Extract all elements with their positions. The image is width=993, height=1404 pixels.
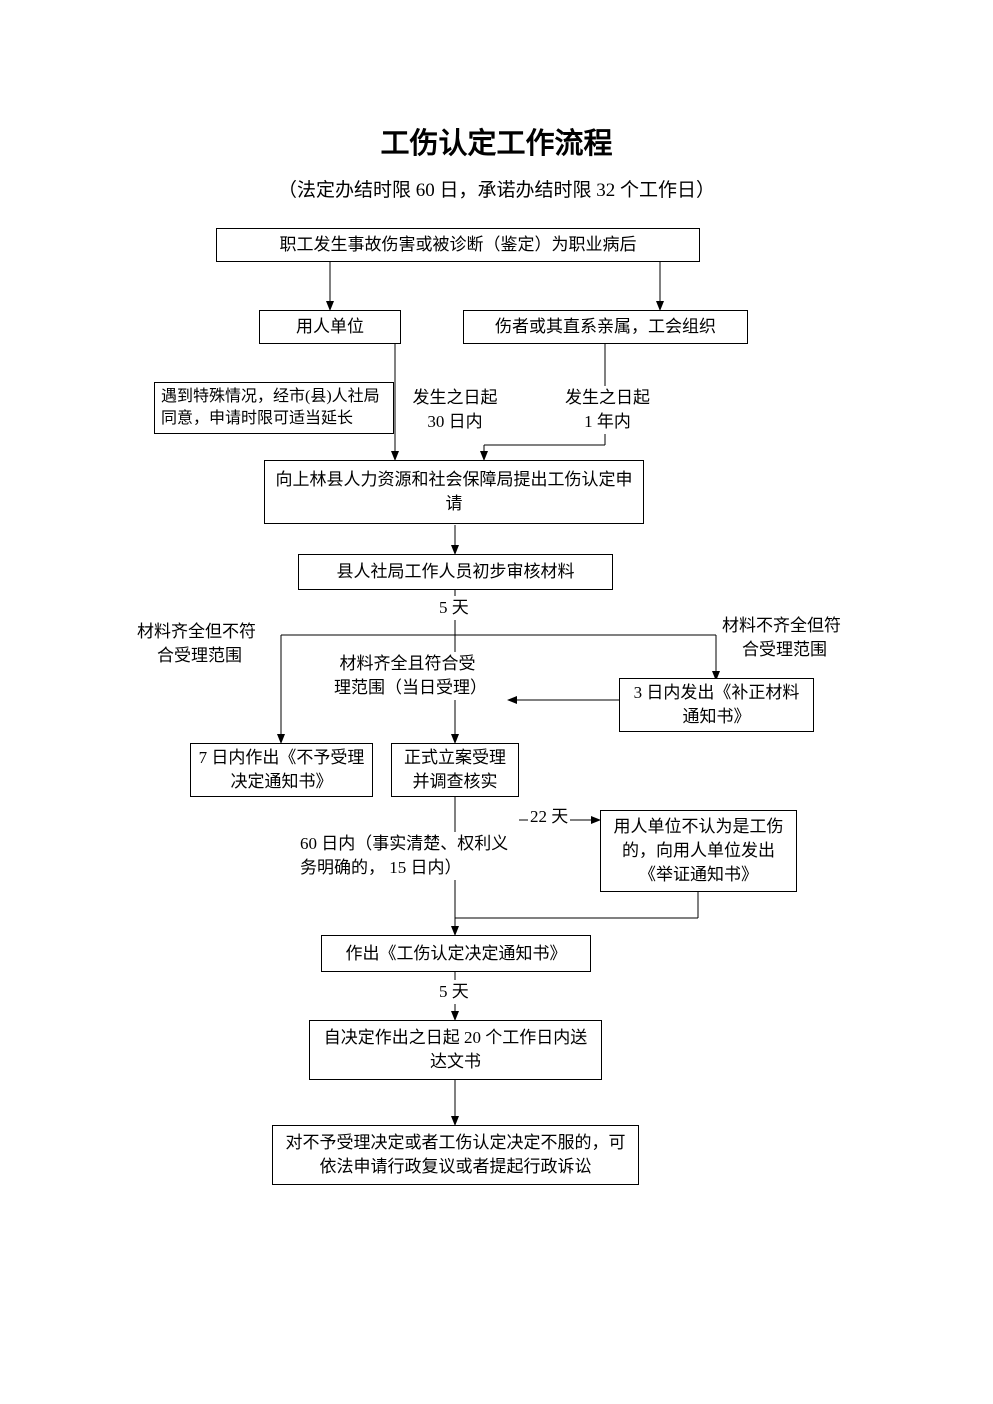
label-30days: 发生之日起 30 日内 <box>398 386 512 434</box>
label-5days-1: 5 天 <box>437 596 471 620</box>
label-complete-noscope-b: 合受理范围 <box>155 644 244 668</box>
node-accept: 正式立案受理并调查核实 <box>391 743 519 797</box>
label-60days: 60 日内（事实清楚、权利义务明确的， 15 日内） <box>298 832 520 880</box>
node-evidence: 用人单位不认为是工伤的，向用人单位发出《举证通知书》 <box>600 810 797 892</box>
flow-lines <box>0 0 993 1404</box>
label-1year: 发生之日起 1 年内 <box>553 386 662 434</box>
node-reject-notice: 7 日内作出《不予受理决定通知书》 <box>190 743 373 797</box>
node-extension: 遇到特殊情况，经市(县)人社局同意，申请时限可适当延长 <box>154 382 394 434</box>
label-incomplete-b: 合受理范围 <box>740 638 829 662</box>
node-injured: 伤者或其直系亲属，工会组织 <box>463 310 748 344</box>
node-start: 职工发生事故伤害或被诊断（鉴定）为职业病后 <box>216 228 700 262</box>
node-decision: 作出《工伤认定决定通知书》 <box>321 935 591 972</box>
flowchart-page: 工伤认定工作流程 （法定办结时限 60 日，承诺办结时限 32 个工作日） <box>0 0 993 1404</box>
label-complete-noscope-a: 材料齐全但不符 <box>135 620 258 644</box>
node-deliver: 自决定作出之日起 20 个工作日内送达文书 <box>309 1020 602 1080</box>
label-5days-2: 5 天 <box>437 980 471 1004</box>
node-supplement: 3 日内发出《补正材料通知书》 <box>619 678 814 732</box>
label-incomplete-a: 材料不齐全但符 <box>720 614 843 638</box>
node-review: 县人社局工作人员初步审核材料 <box>298 554 613 590</box>
label-22days: 22 天 <box>528 805 570 829</box>
node-employer: 用人单位 <box>259 310 401 344</box>
node-apply: 向上林县人力资源和社会保障局提出工伤认定申请 <box>264 460 644 524</box>
label-complete-inscope: 材料齐全且符合受理范围（当日受理） <box>332 652 483 700</box>
node-appeal: 对不予受理决定或者工伤认定决定不服的，可依法申请行政复议或者提起行政诉讼 <box>272 1125 639 1185</box>
